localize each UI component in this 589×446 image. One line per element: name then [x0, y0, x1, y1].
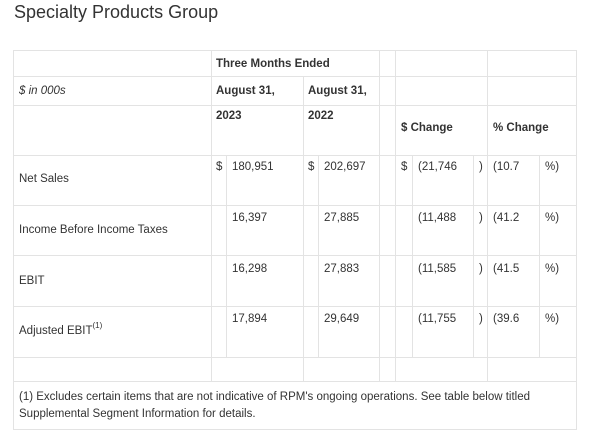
- dollar-change-close: ): [479, 212, 483, 224]
- table-border-left: [13, 50, 14, 430]
- column-divider: [303, 76, 304, 382]
- currency-sign: $: [308, 161, 315, 173]
- table-divider: [13, 105, 577, 106]
- pct-change-value: (41.2: [493, 212, 520, 224]
- footnote: (1) Excludes certain items that are not …: [19, 391, 531, 420]
- value-2023: 17,894: [232, 313, 268, 325]
- col-2023-header-line2: 2023: [216, 110, 242, 122]
- column-divider: [211, 50, 212, 382]
- table-divider: [13, 155, 577, 156]
- table-divider: [13, 306, 577, 307]
- pct-change-unit: %): [545, 263, 560, 275]
- table-divider: [13, 255, 577, 256]
- pct-change-unit: %): [545, 161, 560, 173]
- row-label: Adjusted EBIT(1): [19, 321, 103, 338]
- value-2023: 16,298: [232, 263, 268, 275]
- row-label: EBIT: [19, 275, 45, 287]
- row-label: Income Before Income Taxes: [19, 224, 168, 236]
- column-divider: [395, 50, 396, 382]
- dollar-change-close: ): [479, 161, 483, 173]
- column-divider: [379, 50, 380, 382]
- page-title: Specialty Products Group: [14, 2, 219, 22]
- value-2023: 180,951: [232, 161, 274, 173]
- col-2023-header-line1: August 31,: [216, 85, 275, 97]
- footnote-marker: (1): [92, 321, 103, 330]
- dollar-change-value: (21,746: [418, 161, 458, 173]
- dollar-change-header: $ Change: [401, 122, 453, 134]
- value-2022: 202,697: [324, 161, 366, 173]
- table-border-bottom: [13, 429, 577, 430]
- value-2023: 16,397: [232, 212, 268, 224]
- column-divider: [473, 155, 474, 357]
- table-divider: [13, 76, 577, 77]
- col-2022-header-line2: 2022: [308, 110, 334, 122]
- dollar-change-value: (11,585: [418, 263, 457, 275]
- col-2022-header-line1: August 31,: [308, 85, 367, 97]
- row-label-text: Adjusted EBIT: [19, 325, 93, 337]
- value-2022: 27,885: [324, 212, 360, 224]
- column-divider: [318, 155, 319, 357]
- value-2022: 29,649: [324, 313, 360, 325]
- table-border-top: [13, 50, 577, 51]
- pct-change-unit: %): [545, 212, 560, 224]
- dollar-change-close: ): [479, 313, 483, 325]
- value-2022: 27,883: [324, 263, 360, 275]
- column-divider: [539, 155, 540, 357]
- currency-sign: $: [216, 161, 223, 173]
- table-divider: [13, 357, 577, 358]
- period-header: Three Months Ended: [216, 58, 330, 70]
- pct-change-value: (10.7: [493, 161, 520, 173]
- table-border-right: [576, 50, 577, 430]
- table-divider: [13, 205, 577, 206]
- table-divider: [13, 381, 577, 382]
- currency-sign: $: [401, 161, 408, 173]
- dollar-change-value: (11,755: [418, 313, 457, 325]
- dollar-change-close: ): [479, 263, 483, 275]
- pct-change-header: % Change: [493, 122, 549, 134]
- column-divider: [412, 155, 413, 357]
- unit-label: $ in 000s: [19, 85, 66, 97]
- pct-change-unit: %): [545, 313, 560, 325]
- pct-change-value: (39.6: [493, 313, 520, 325]
- column-divider: [226, 155, 227, 357]
- column-divider: [487, 50, 488, 382]
- pct-change-value: (41.5: [493, 263, 520, 275]
- row-label: Net Sales: [19, 173, 69, 185]
- dollar-change-value: (11,488: [418, 212, 457, 224]
